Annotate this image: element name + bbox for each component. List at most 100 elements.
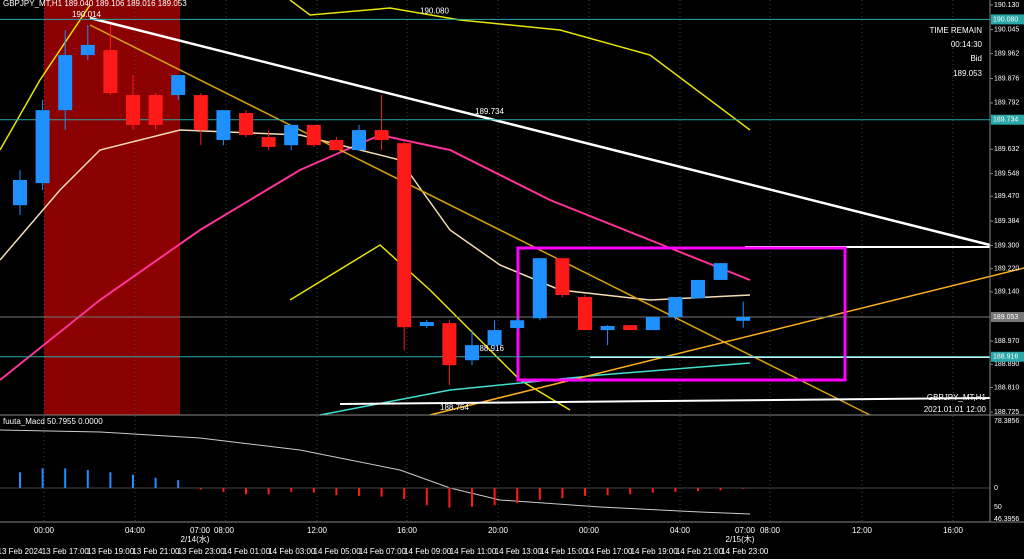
date-label: 14 Feb 01:00 bbox=[223, 547, 271, 556]
moving-average bbox=[319, 362, 751, 416]
time-label: 04:00 bbox=[125, 526, 146, 535]
y-tick-label: 189.792 bbox=[994, 100, 1019, 107]
high-label: 190.014 bbox=[72, 10, 101, 19]
y-tick-label: 188.970 bbox=[994, 338, 1019, 345]
price-tag bbox=[991, 312, 1024, 323]
y-tick-label: 189.220 bbox=[994, 265, 1019, 272]
candle-body bbox=[465, 345, 479, 361]
watermark-date: 2021.01.01 12:00 bbox=[924, 405, 987, 414]
bid-label: Bid bbox=[970, 54, 982, 63]
candle-body bbox=[171, 75, 186, 96]
band-line bbox=[289, 0, 751, 131]
time-label: 00:00 bbox=[579, 526, 600, 535]
candle-body bbox=[600, 326, 615, 331]
y-tick-label: 189.962 bbox=[994, 50, 1019, 57]
date-label: 14 Feb 23:00 bbox=[721, 547, 769, 556]
candle-body bbox=[261, 137, 276, 147]
indicators bbox=[0, 0, 1024, 416]
time-label: 16:00 bbox=[943, 526, 964, 535]
band-line bbox=[0, 4, 91, 151]
time-label: 07:00 bbox=[735, 526, 756, 535]
macd-axis-label: 78.3856 bbox=[994, 418, 1019, 425]
price-tag bbox=[991, 351, 1024, 362]
macd-axis-label: 0 bbox=[994, 485, 998, 492]
date-label: 13 Feb 21:00 bbox=[132, 547, 180, 556]
time-label: 12:00 bbox=[852, 526, 873, 535]
date-label: 13 Feb 23:00 bbox=[178, 547, 226, 556]
time-label: 20:00 bbox=[488, 526, 509, 535]
date-label: 13 Feb 17:00 bbox=[42, 547, 90, 556]
candle-body bbox=[239, 113, 253, 136]
candle-body bbox=[284, 124, 299, 146]
candle-body bbox=[329, 139, 344, 151]
candle-body bbox=[126, 95, 140, 125]
price-line-label: 188.916 bbox=[475, 344, 504, 353]
candle-body bbox=[352, 130, 366, 151]
candle-body bbox=[397, 143, 412, 328]
trend-line bbox=[89, 24, 871, 416]
macd-axis-label: 46.3956 bbox=[994, 516, 1019, 523]
y-tick-label: 188.725 bbox=[994, 409, 1019, 416]
date-label: 14 Feb 07:00 bbox=[359, 547, 407, 556]
level-line bbox=[339, 397, 991, 405]
date-label: 14 Feb 17:00 bbox=[585, 547, 633, 556]
time-label: 16:00 bbox=[397, 526, 418, 535]
trend-line bbox=[429, 267, 1024, 416]
time-label: 08:00 bbox=[760, 526, 781, 535]
price-tag bbox=[991, 114, 1024, 125]
y-tick-label: 189.470 bbox=[994, 193, 1019, 200]
date-label: 14 Feb 13:00 bbox=[495, 547, 543, 556]
band-line bbox=[289, 244, 571, 411]
candle-body bbox=[555, 258, 570, 296]
y-tick-label: 190.130 bbox=[994, 2, 1019, 9]
price-line-label: 190.080 bbox=[420, 7, 449, 16]
price-tag-label: 188.916 bbox=[993, 354, 1018, 361]
date-label: 13 Feb 2024 bbox=[0, 547, 43, 556]
candle-body bbox=[532, 258, 547, 319]
candle-body bbox=[13, 179, 27, 206]
date-label: 14 Feb 05:00 bbox=[314, 547, 362, 556]
price-tag-label: 189.734 bbox=[993, 117, 1018, 124]
time-label: 12:00 bbox=[307, 526, 328, 535]
candle-body bbox=[578, 297, 592, 331]
date-label: 14 Feb 09:00 bbox=[404, 547, 452, 556]
y-tick-label: 188.810 bbox=[994, 384, 1019, 391]
y-tick-label: 189.140 bbox=[994, 289, 1019, 296]
candle-body bbox=[216, 110, 231, 140]
date-label: 14 Feb 03:00 bbox=[268, 547, 316, 556]
candle-body bbox=[668, 297, 683, 318]
bid-value: 189.053 bbox=[953, 69, 982, 78]
price-tag bbox=[991, 14, 1024, 25]
price-tag-label: 190.080 bbox=[993, 16, 1018, 23]
price-line-label: 189.734 bbox=[475, 107, 504, 116]
candle-body bbox=[442, 323, 457, 366]
low-label: 188.754 bbox=[440, 403, 469, 412]
date-label: 14 Feb 19:00 bbox=[631, 547, 679, 556]
macd-axis-label: 50 bbox=[994, 504, 1002, 511]
candle-body bbox=[193, 95, 208, 131]
y-tick-label: 189.300 bbox=[994, 242, 1019, 249]
time-remain-label: TIME REMAIN bbox=[930, 26, 983, 35]
candle-body bbox=[148, 95, 163, 125]
candle-body bbox=[691, 279, 705, 299]
candle-body bbox=[103, 50, 118, 94]
candle-body bbox=[306, 124, 321, 146]
macd-signal bbox=[0, 429, 751, 515]
y-tick-label: 190.045 bbox=[994, 26, 1019, 33]
date-label: 14 Feb 21:00 bbox=[676, 547, 724, 556]
day-label: 2/15(木) bbox=[726, 534, 755, 544]
time-remain-value: 00:14:30 bbox=[951, 40, 983, 49]
range-box bbox=[516, 246, 847, 382]
time-grid bbox=[43, 0, 954, 522]
date-label: 14 Feb 15:00 bbox=[540, 547, 588, 556]
price-tag-label: 189.053 bbox=[993, 314, 1018, 321]
candle-body bbox=[736, 317, 751, 321]
candle-body bbox=[374, 130, 389, 140]
chart-title: GBPJPY_MT,H1 189.040 189.106 189.016 189… bbox=[3, 0, 187, 8]
time-label: 07:00 bbox=[190, 526, 211, 535]
watermark: GBPJPY_MT,H1 bbox=[927, 393, 987, 402]
macd-title: fuuta_Macd 50.7955 0.0000 bbox=[3, 417, 103, 426]
y-tick-label: 188.890 bbox=[994, 361, 1019, 368]
candle-body bbox=[58, 55, 73, 111]
